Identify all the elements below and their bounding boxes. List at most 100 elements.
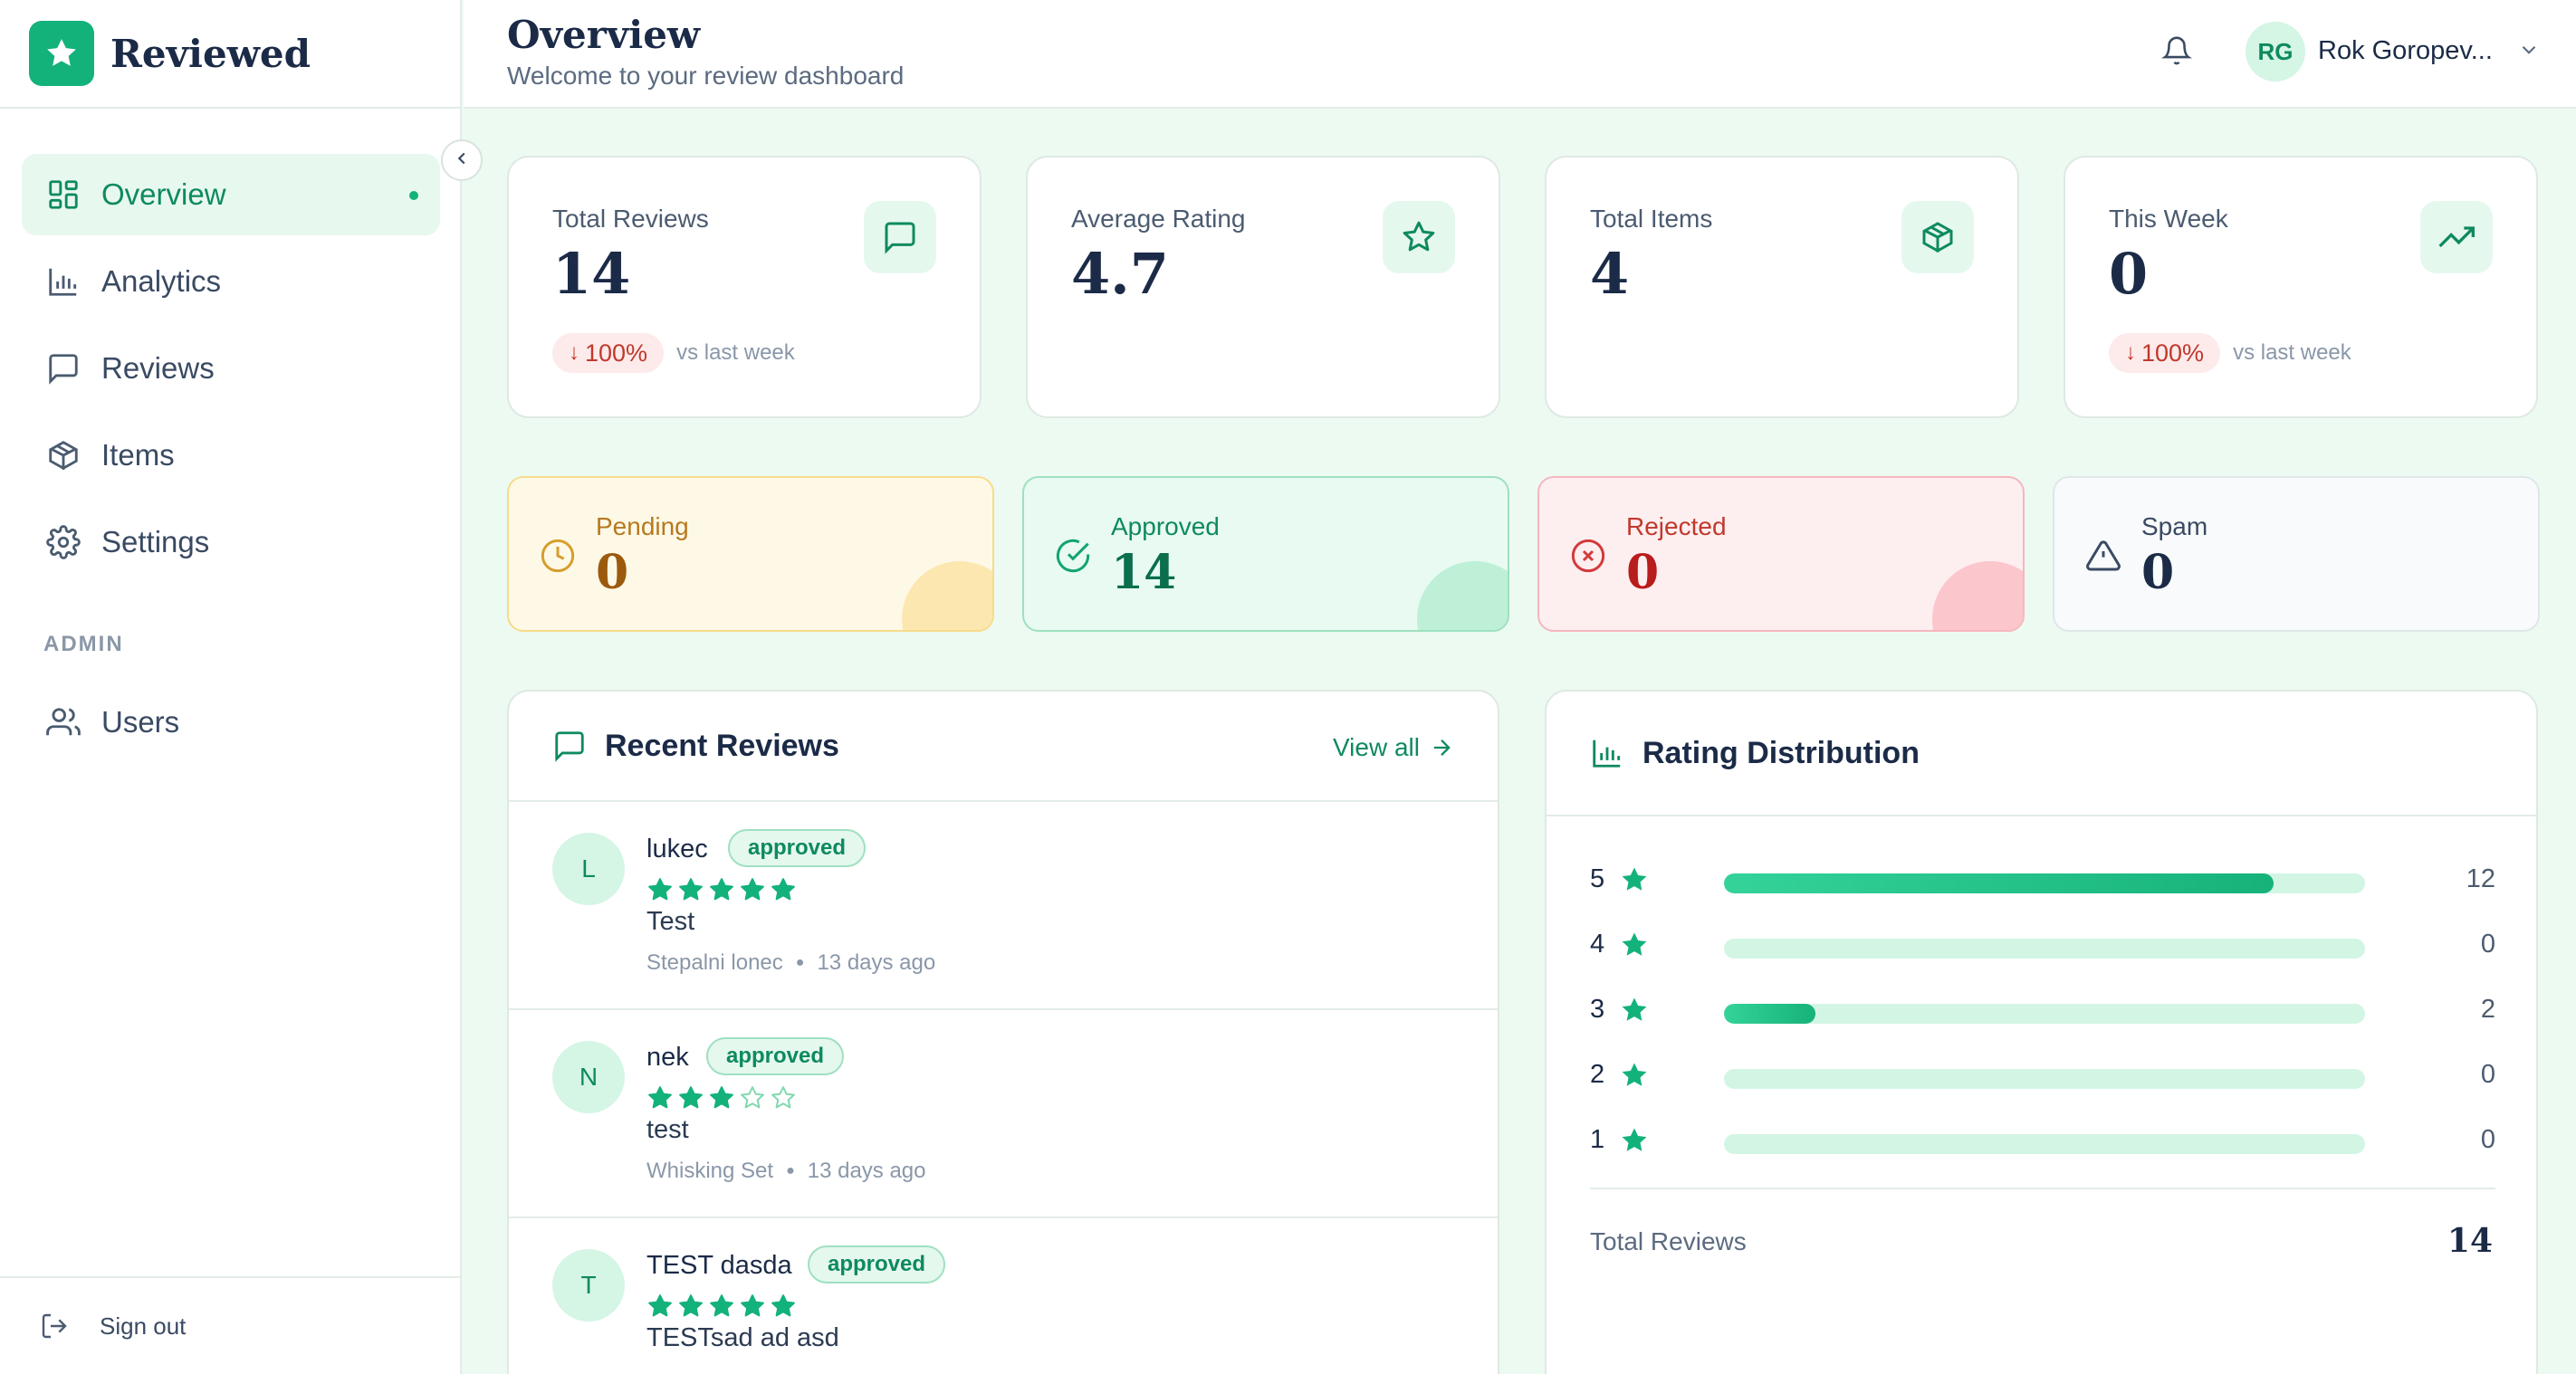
sign-out-label: Sign out	[100, 1312, 187, 1340]
trend-value: 100%	[585, 339, 648, 367]
status-card-spam[interactable]: Spam 0	[2053, 476, 2540, 632]
trend-value: 100%	[2141, 339, 2205, 367]
stat-value: 4	[1590, 241, 1630, 307]
users-icon	[43, 702, 83, 742]
trending-up-icon	[2420, 201, 2493, 273]
avatar: T	[552, 1249, 625, 1322]
divider	[1590, 1188, 2495, 1189]
chevron-down-icon[interactable]	[2517, 36, 2544, 63]
star-empty-icon	[771, 1086, 795, 1109]
distribution-bar-track	[1724, 939, 2365, 959]
bell-icon	[2161, 35, 2192, 71]
clock-icon	[538, 536, 578, 576]
sidebar-item-reviews[interactable]: Reviews	[22, 328, 440, 409]
star-icon	[29, 21, 94, 86]
stat-label: Total Reviews	[552, 205, 709, 233]
sidebar-item-analytics[interactable]: Analytics	[22, 241, 440, 322]
layout-grid-icon	[43, 175, 83, 215]
trend-badge: ↓ 100%	[2109, 333, 2221, 373]
star-filled-icon	[1619, 1060, 1650, 1095]
notifications-button[interactable]	[2157, 33, 2197, 72]
gear-icon	[43, 522, 83, 562]
star-filled-icon	[648, 878, 672, 901]
sidebar-item-settings[interactable]: Settings	[22, 501, 440, 583]
brand[interactable]: Reviewed	[0, 0, 462, 109]
sidebar-item-users[interactable]: Users	[22, 682, 440, 763]
star-level: 5	[1590, 864, 1605, 893]
sidebar-item-label: Reviews	[101, 351, 215, 385]
star-level: 4	[1590, 930, 1605, 959]
status-card-approved[interactable]: Approved 14	[1022, 476, 1509, 632]
distribution-bar-track	[1724, 1134, 2365, 1154]
status-value: 14	[1111, 545, 1177, 600]
distribution-bar-track	[1724, 1004, 2365, 1024]
review-item[interactable]: N nek approved test Whisking Set ● 13 da…	[509, 1010, 1498, 1218]
sidebar-item-items[interactable]: Items	[22, 415, 440, 496]
reviewer-name: nek	[646, 1043, 689, 1072]
rating-stars	[646, 1084, 800, 1112]
star-level: 2	[1590, 1060, 1605, 1089]
view-all-label: View all	[1333, 733, 1420, 761]
review-item[interactable]: T TEST dasda approved TESTsad ad asd	[509, 1218, 1498, 1374]
star-level: 1	[1590, 1125, 1605, 1154]
distribution-bar-fill	[1724, 873, 2274, 893]
trend-text: vs last week	[2233, 340, 2351, 365]
stat-card-this-week: This Week 0 ↓ 100% vs last week	[2064, 156, 2538, 418]
reviewer-name: TEST dasda	[646, 1251, 792, 1280]
decorative-circle	[1932, 561, 2023, 630]
stat-trend: ↓ 100% vs last week	[2109, 333, 2351, 373]
distribution-count: 0	[2480, 1125, 2495, 1154]
distribution-count: 2	[2480, 995, 2495, 1024]
sidebar-item-label: Overview	[101, 177, 226, 211]
star-icon	[1383, 201, 1455, 273]
status-card-pending[interactable]: Pending 0	[507, 476, 994, 632]
separator-dot: ●	[795, 955, 805, 970]
active-indicator	[409, 191, 418, 200]
status-value: 0	[596, 545, 629, 600]
status-card-rejected[interactable]: Rejected 0	[1537, 476, 2025, 632]
message-square-icon	[43, 348, 83, 388]
review-item-name: Whisking Set	[646, 1159, 774, 1183]
star-filled-icon	[710, 1086, 733, 1109]
x-circle-icon	[1568, 536, 1608, 576]
sidebar-item-overview[interactable]: Overview	[22, 154, 440, 235]
page-title: Overview	[507, 13, 701, 57]
avatar: N	[552, 1041, 625, 1113]
status-label: Spam	[2141, 512, 2208, 540]
stat-label: Average Rating	[1071, 205, 1246, 233]
review-item[interactable]: L lukec approved Test Stepalni lonec ● 1…	[509, 802, 1498, 1010]
distribution-row: 5 12	[1590, 863, 2495, 899]
chevron-left-icon	[452, 148, 472, 173]
user-name[interactable]: Rok Goropev...	[2318, 36, 2493, 65]
stat-trend: ↓ 100% vs last week	[552, 333, 795, 373]
avatar[interactable]: RG	[2246, 22, 2305, 81]
separator-dot: ●	[786, 1163, 795, 1178]
stat-label: This Week	[2109, 205, 2228, 233]
status-label: Approved	[1111, 512, 1220, 540]
status-badge: approved	[706, 1037, 845, 1075]
message-square-icon	[552, 728, 589, 764]
distribution-count: 0	[2480, 930, 2495, 959]
status-label: Rejected	[1626, 512, 1727, 540]
sign-out-button[interactable]: Sign out	[0, 1276, 462, 1374]
collapse-sidebar-button[interactable]	[441, 139, 483, 181]
star-filled-icon	[710, 878, 733, 901]
view-all-link[interactable]: View all	[1333, 733, 1454, 762]
box-icon	[43, 435, 83, 475]
star-filled-icon	[741, 1294, 764, 1317]
distribution-bar-fill	[1724, 1004, 1816, 1024]
star-filled-icon	[679, 878, 703, 901]
alert-triangle-icon	[2083, 536, 2123, 576]
distribution-bar-track	[1724, 873, 2365, 893]
admin-menu: Users	[22, 682, 440, 768]
sidebar-item-label: Settings	[101, 525, 210, 558]
arrow-down-icon: ↓	[569, 340, 579, 365]
review-time: 13 days ago	[807, 1159, 926, 1183]
review-text: TESTsad ad asd	[646, 1323, 839, 1352]
stat-value: 4.7	[1071, 241, 1169, 307]
stat-card-total-reviews: Total Reviews 14 ↓ 100% vs last week	[507, 156, 982, 418]
sidebar: Reviewed Overview Analytics Reviews	[0, 0, 462, 1374]
rating-stars	[646, 876, 800, 903]
